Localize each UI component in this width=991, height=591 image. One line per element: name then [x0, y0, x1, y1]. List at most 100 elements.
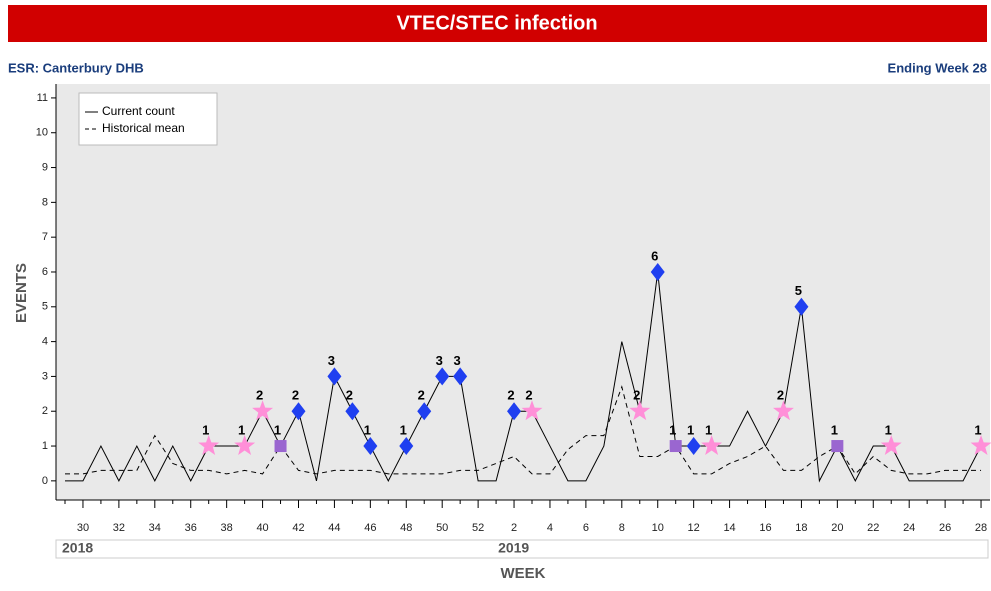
diamond-marker [291, 402, 306, 421]
star-marker [521, 400, 543, 421]
data-label: 2 [633, 388, 640, 403]
x-tick-label: 12 [688, 522, 700, 534]
data-label: 1 [400, 422, 407, 437]
current-count-line [65, 271, 982, 483]
diamond-marker [507, 402, 522, 421]
data-label: 2 [525, 388, 532, 403]
star-marker [970, 435, 991, 455]
x-tick-label: 10 [652, 522, 664, 534]
year-strip [55, 539, 989, 559]
subtitle-left: ESR: Canterbury DHB [8, 60, 144, 75]
data-label: 1 [238, 422, 245, 437]
x-tick-label: 50 [436, 522, 448, 534]
diamond-marker [417, 402, 432, 421]
data-label: 2 [346, 388, 353, 403]
y-tick-label: 6 [42, 266, 48, 278]
star-marker [629, 400, 651, 421]
x-tick-label: 48 [400, 522, 412, 534]
diamond-marker [650, 262, 665, 281]
x-tick-label: 42 [292, 522, 304, 534]
y-tick-label: 0 [42, 475, 48, 487]
y-tick-label: 1 [42, 440, 48, 452]
title-bar [8, 5, 987, 42]
x-tick-label: 36 [185, 522, 197, 534]
data-label: 1 [705, 422, 712, 437]
data-label: 1 [831, 422, 838, 437]
y-tick-label: 9 [42, 161, 48, 173]
y-tick-label: 7 [42, 231, 48, 243]
diamond-marker [345, 402, 360, 421]
x-tick-label: 44 [328, 522, 340, 534]
x-tick-label: 16 [759, 522, 771, 534]
diamond-marker [686, 437, 701, 456]
chart-title: VTEC/STEC infection [396, 12, 597, 34]
data-label: 3 [454, 353, 461, 368]
data-label: 1 [885, 422, 892, 437]
legend-box [78, 92, 218, 146]
diamond-marker [399, 437, 414, 456]
square-marker [831, 440, 844, 453]
x-tick-label: 34 [149, 522, 161, 534]
x-tick-label: 40 [256, 522, 268, 534]
data-label: 1 [202, 422, 209, 437]
x-tick-label: 2 [511, 522, 517, 534]
x-tick-label: 30 [77, 522, 89, 534]
legend: Current count Historical mean [78, 92, 218, 146]
diamond-marker [794, 297, 809, 316]
y-tick-label: 3 [42, 370, 48, 382]
x-tick-label: 52 [472, 522, 484, 534]
x-tick-label: 6 [583, 522, 589, 534]
y-tick-label: 8 [42, 196, 48, 208]
data-label: 5 [795, 283, 802, 298]
diamond-marker [435, 367, 450, 386]
diamond-marker [453, 367, 468, 386]
x-tick-label: 38 [221, 522, 233, 534]
y-tick-label: 11 [37, 92, 48, 104]
subtitle-right: Ending Week 28 [888, 60, 987, 75]
data-label: 1 [274, 422, 281, 437]
diamond-marker [327, 367, 342, 386]
year-label: 2019 [498, 540, 529, 556]
historical-mean-line [65, 385, 982, 475]
x-tick-label: 18 [795, 522, 807, 534]
legend-label: Current count [102, 104, 175, 118]
x-tick-label: 22 [867, 522, 879, 534]
data-label: 2 [256, 388, 263, 403]
plot-area [56, 84, 990, 500]
x-tick-label: 46 [364, 522, 376, 534]
data-label: 1 [669, 422, 676, 437]
legend-label: Historical mean [102, 121, 185, 135]
year-label: 2018 [62, 540, 93, 556]
star-marker [772, 400, 794, 421]
data-label: 3 [328, 353, 335, 368]
data-label: 3 [436, 353, 443, 368]
y-tick-label: 4 [42, 336, 48, 348]
diamond-marker [363, 437, 378, 456]
x-axis-label: WEEK [501, 565, 546, 582]
star-marker [252, 400, 274, 421]
y-tick-label: 2 [42, 405, 48, 417]
y-axis-label: EVENTS [13, 263, 30, 323]
x-tick-label: 4 [547, 522, 553, 534]
data-label: 1 [687, 422, 694, 437]
star-marker [880, 435, 902, 455]
square-marker [669, 440, 682, 453]
data-label: 2 [777, 388, 784, 403]
x-tick-label: 20 [831, 522, 843, 534]
data-label: 2 [418, 388, 425, 403]
x-tick-label: 26 [939, 522, 951, 534]
star-marker [198, 435, 220, 455]
data-label: 1 [974, 422, 981, 437]
data-label: 2 [507, 388, 514, 403]
x-tick-label: 24 [903, 522, 915, 534]
star-marker [701, 435, 723, 455]
data-label: 1 [364, 422, 371, 437]
star-marker [234, 435, 256, 455]
x-tick-label: 8 [619, 522, 625, 534]
data-label: 6 [651, 248, 658, 263]
y-tick-label: 5 [42, 301, 48, 313]
data-label: 2 [292, 388, 299, 403]
x-tick-label: 28 [975, 522, 987, 534]
